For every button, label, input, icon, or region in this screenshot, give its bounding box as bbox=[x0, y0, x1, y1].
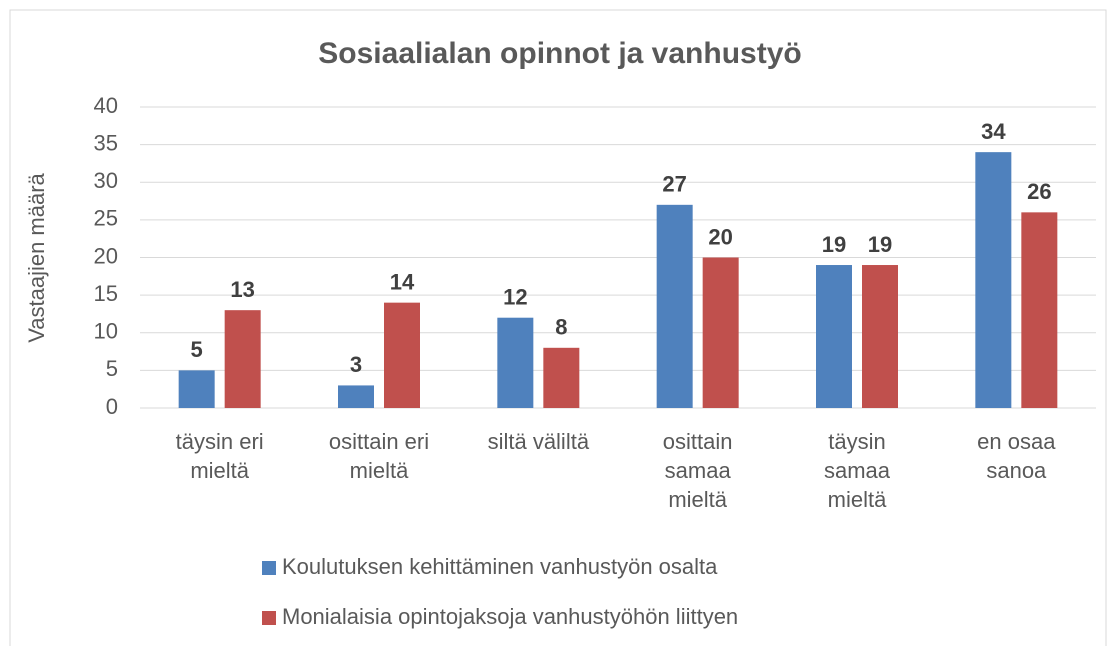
value-label: 34 bbox=[981, 119, 1006, 144]
x-tick-label: en osaa sanoa bbox=[977, 429, 1056, 483]
bar bbox=[975, 152, 1012, 408]
bar bbox=[862, 265, 898, 408]
x-tick-label: täysin eri mieltä bbox=[176, 429, 264, 483]
legend-label: Monialaisia opintojaksoja vanhustyöhön l… bbox=[282, 604, 738, 629]
bar bbox=[384, 302, 420, 408]
value-label: 27 bbox=[662, 172, 686, 197]
y-tick-label: 25 bbox=[94, 206, 118, 231]
bar bbox=[656, 204, 693, 408]
bar bbox=[816, 265, 852, 408]
bar bbox=[702, 257, 739, 408]
bar bbox=[497, 317, 534, 408]
x-tick-label: osittain eri mieltä bbox=[329, 429, 429, 483]
value-label: 26 bbox=[1027, 179, 1051, 204]
bar bbox=[178, 370, 215, 408]
value-label: 19 bbox=[868, 232, 892, 257]
y-tick-label: 35 bbox=[94, 130, 118, 155]
bar bbox=[338, 385, 374, 408]
bar bbox=[1021, 212, 1058, 408]
value-label: 12 bbox=[503, 285, 527, 310]
x-tick-label: osittain samaa mieltä bbox=[663, 429, 733, 512]
value-label: 19 bbox=[822, 232, 846, 257]
y-tick-label: 10 bbox=[94, 319, 118, 344]
y-axis-label: Vastaajien määrä bbox=[24, 172, 49, 342]
x-tick-label: täysin samaa mieltä bbox=[824, 429, 891, 512]
y-tick-label: 0 bbox=[106, 394, 118, 419]
y-tick-label: 30 bbox=[94, 168, 118, 193]
value-label: 3 bbox=[350, 352, 362, 377]
value-label: 14 bbox=[390, 269, 415, 294]
legend-swatch bbox=[262, 611, 276, 625]
legend-swatch bbox=[262, 561, 276, 575]
y-tick-label: 20 bbox=[94, 243, 118, 268]
chart-border bbox=[9, 9, 1107, 646]
y-tick-label: 5 bbox=[106, 356, 118, 381]
value-label: 5 bbox=[191, 337, 203, 362]
bar bbox=[543, 347, 580, 408]
chart-title: Sosiaalialan opinnot ja vanhustyö bbox=[318, 37, 801, 70]
value-label: 20 bbox=[708, 224, 732, 249]
bar bbox=[224, 310, 261, 408]
x-tick-label: siltä väliltä bbox=[488, 429, 590, 454]
y-tick-label: 15 bbox=[94, 281, 118, 306]
value-label: 8 bbox=[555, 315, 567, 340]
legend-label: Koulutuksen kehittäminen vanhustyön osal… bbox=[282, 554, 718, 579]
y-tick-label: 40 bbox=[94, 93, 118, 118]
value-label: 13 bbox=[230, 277, 254, 302]
